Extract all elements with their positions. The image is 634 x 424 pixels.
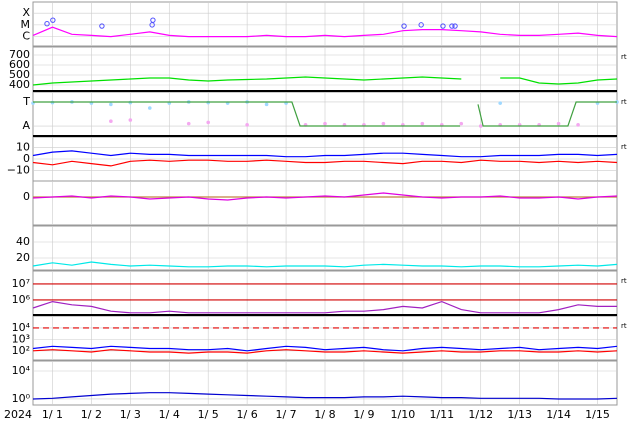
year-label: 2024	[4, 408, 32, 421]
data-dot	[109, 102, 113, 107]
y-tick-label: M	[21, 18, 31, 31]
y-tick-label: 20	[16, 251, 30, 264]
series-line	[32, 261, 618, 268]
data-dot	[109, 119, 113, 124]
event-marker	[99, 23, 105, 29]
data-dot	[381, 121, 386, 126]
y-tick-label: 10	[16, 140, 30, 153]
event-marker	[50, 17, 56, 23]
y-tick-label: 10⁰	[12, 392, 31, 405]
event-marker	[44, 21, 50, 27]
y-tick-label: 10⁴	[12, 364, 31, 377]
data-dot	[148, 106, 152, 110]
right-label: rt	[621, 277, 627, 285]
event-marker	[401, 23, 407, 29]
y-tick-label: C	[22, 30, 30, 43]
right-label: rt	[621, 53, 627, 61]
series-line	[32, 159, 618, 167]
y-tick-label: 10⁴	[12, 321, 31, 334]
series-line	[32, 150, 618, 158]
x-tick-label: 1/13	[507, 408, 532, 421]
data-dot	[323, 121, 327, 126]
series-line	[32, 26, 618, 38]
data-dot	[576, 123, 580, 127]
data-dot	[459, 121, 464, 126]
data-dot	[206, 120, 210, 125]
data-dot	[264, 102, 269, 107]
data-dot	[245, 123, 249, 127]
x-tick-label: 1/ 1	[42, 408, 63, 421]
right-label: rt	[621, 322, 627, 330]
x-tick-label: 1/ 7	[275, 408, 296, 421]
data-dot	[556, 121, 561, 126]
series-line	[33, 101, 617, 127]
event-marker	[150, 17, 156, 23]
event-marker	[452, 23, 458, 29]
x-tick-label: 1/10	[391, 408, 416, 421]
event-marker	[440, 23, 446, 29]
series-line	[32, 349, 618, 354]
series-line	[32, 192, 618, 201]
x-tick-label: 1/ 6	[237, 408, 258, 421]
x-tick-label: 1/12	[468, 408, 493, 421]
y-tick-label: 0	[23, 190, 30, 203]
right-label: rt	[621, 98, 627, 106]
x-tick-label: 1/ 4	[159, 408, 180, 421]
y-tick-label: T	[22, 95, 30, 108]
x-tick-label: 1/ 3	[120, 408, 141, 421]
y-tick-label: 400	[9, 78, 30, 91]
x-tick-label: 1/11	[429, 408, 454, 421]
data-dot	[478, 124, 483, 128]
y-tick-label: 10⁶	[12, 293, 31, 306]
right-label: rt	[621, 143, 627, 151]
series-line	[32, 76, 618, 86]
y-tick-label: 10³	[12, 332, 30, 345]
x-tick-label: 1/14	[546, 408, 571, 421]
data-dot	[186, 121, 191, 126]
y-tick-label: 700	[9, 48, 30, 61]
data-dot	[498, 101, 503, 105]
event-marker	[418, 22, 424, 28]
y-tick-label: 40	[16, 235, 30, 248]
y-tick-label: X	[22, 6, 30, 19]
y-tick-label: 10⁷	[12, 277, 30, 290]
series-line	[32, 345, 618, 352]
x-tick-label: 1/ 2	[81, 408, 102, 421]
series-line	[32, 300, 617, 314]
y-tick-label: A	[22, 119, 30, 132]
x-tick-label: 1/ 5	[198, 408, 219, 421]
event-marker	[449, 23, 455, 29]
x-tick-label: 1/ 8	[314, 408, 335, 421]
series-line	[32, 392, 618, 400]
x-tick-label: 1/ 9	[353, 408, 374, 421]
data-dot	[420, 121, 425, 126]
y-tick-label: 0	[23, 152, 30, 165]
y-tick-label: 600	[9, 58, 30, 71]
y-tick-label: 10²	[12, 344, 30, 357]
x-tick-label: 1/15	[585, 408, 610, 421]
y-tick-label: 500	[9, 68, 30, 81]
data-dot	[128, 118, 133, 122]
y-tick-label: −10	[7, 164, 30, 177]
